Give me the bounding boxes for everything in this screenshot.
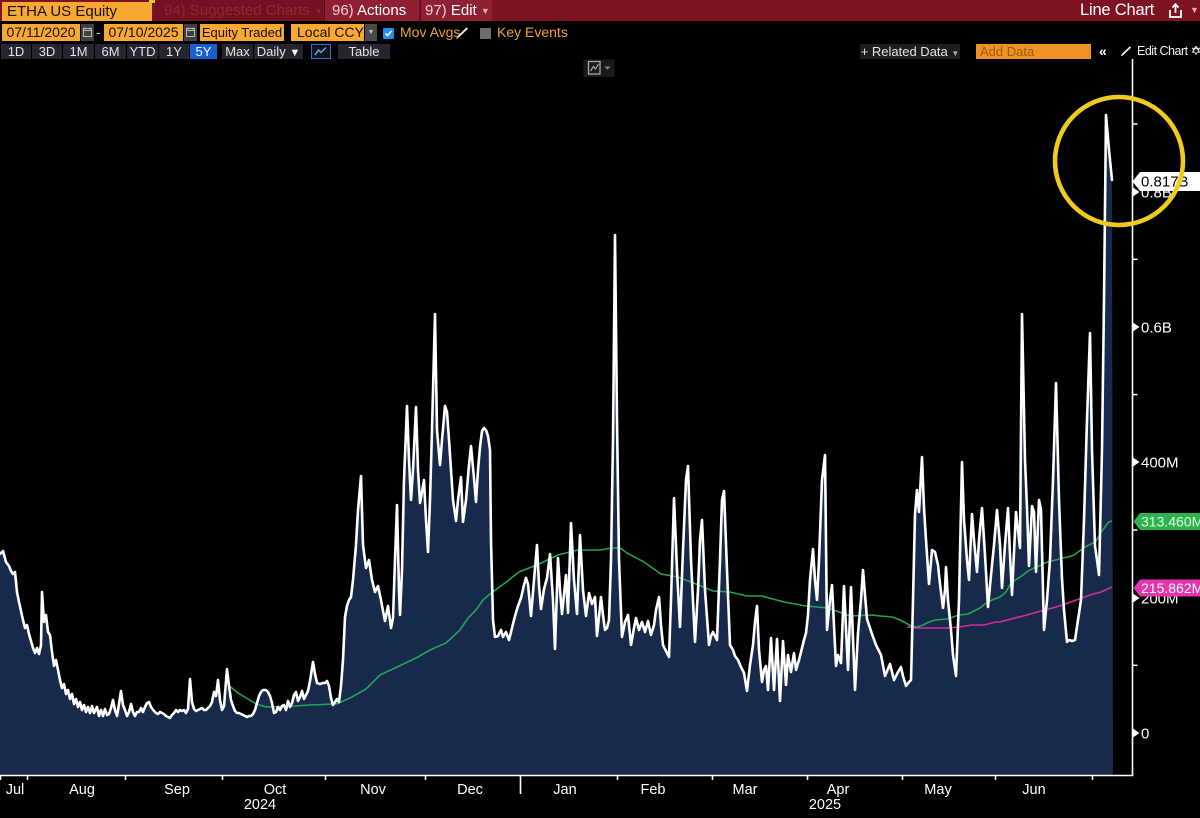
svg-text:0.6B: 0.6B [1141, 320, 1172, 337]
svg-text:400M: 400M [1141, 455, 1179, 472]
svg-text:Dec: Dec [457, 782, 483, 798]
svg-text:Apr: Apr [827, 782, 850, 798]
svg-text:Nov: Nov [360, 782, 387, 798]
svg-text:Aug: Aug [69, 782, 95, 798]
svg-text:2025: 2025 [809, 797, 841, 813]
svg-text:Feb: Feb [641, 782, 666, 798]
svg-text:Mar: Mar [733, 782, 758, 798]
svg-text:Sep: Sep [164, 782, 190, 798]
svg-text:0: 0 [1141, 726, 1149, 743]
svg-text:2024: 2024 [244, 797, 276, 813]
svg-text:May: May [924, 782, 952, 798]
svg-text:Jan: Jan [553, 782, 576, 798]
svg-text:215.862M: 215.862M [1141, 580, 1200, 596]
svg-text:Jul: Jul [6, 782, 25, 798]
svg-text:313.460M: 313.460M [1141, 514, 1200, 530]
svg-text:Oct: Oct [264, 782, 287, 798]
svg-text:Jun: Jun [1022, 782, 1045, 798]
